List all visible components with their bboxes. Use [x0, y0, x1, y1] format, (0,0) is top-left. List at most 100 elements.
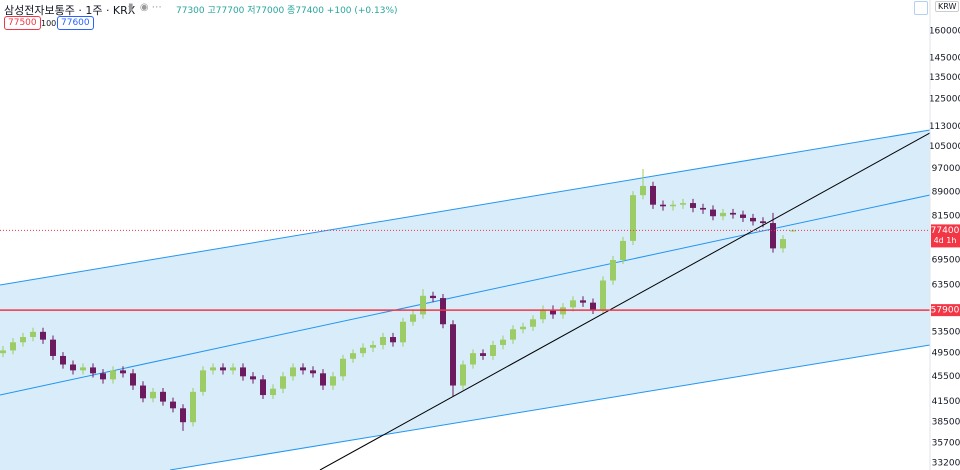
symbol[interactable]: 삼성전자보통주 · 1주 · KRX: [4, 4, 136, 17]
candle-body: [70, 364, 76, 371]
y-tick-label: 33200: [932, 458, 960, 468]
candle-body: [670, 204, 676, 207]
channel-fill: [0, 129, 930, 470]
candle-body: [140, 385, 146, 399]
channel-lower: [169, 344, 931, 470]
settings-button[interactable]: [914, 1, 928, 15]
candle-body: [520, 326, 526, 330]
y-tick-label: 145000: [929, 54, 960, 64]
candle-body: [540, 309, 546, 320]
candle-body: [200, 370, 206, 392]
y-tick-label: 38500: [932, 418, 960, 428]
y-tick-label: 35700: [932, 438, 960, 448]
y-tick-label: 105000: [929, 142, 960, 152]
spread: 100: [41, 19, 57, 28]
candle-body: [440, 298, 446, 325]
candle-body: [330, 376, 336, 386]
candle-body: [750, 217, 756, 222]
last-price-label: 77400: [931, 226, 960, 236]
countdown: 4d 1h: [934, 236, 957, 245]
candle-body: [660, 204, 666, 207]
y-tick-label: 69500: [932, 255, 960, 265]
candle-body: [0, 350, 6, 354]
candle-body: [690, 203, 696, 208]
candle-body: [390, 337, 396, 343]
candle-body: [580, 300, 586, 303]
candle-body: [510, 329, 516, 340]
candle-body: [290, 367, 296, 377]
candle-body: [300, 367, 306, 371]
y-tick-label: 49500: [932, 349, 960, 359]
candle-body: [130, 373, 136, 386]
candle-body: [260, 379, 266, 396]
candle-body: [530, 319, 536, 327]
candle-body: [60, 355, 66, 365]
candle-body: [80, 367, 86, 371]
y-tick-label: 41500: [932, 397, 960, 407]
candle-body: [600, 280, 606, 310]
toolbar-icons[interactable]: ▮ ◉ ⋯: [128, 2, 162, 13]
candle-body: [720, 212, 726, 217]
candle-body: [320, 373, 326, 386]
candle-body: [710, 209, 716, 217]
candle-body: [430, 295, 436, 299]
candle-body: [40, 331, 46, 340]
candle-body: [620, 240, 626, 260]
candle-body: [450, 324, 456, 386]
y-tick-label: 135000: [929, 73, 960, 83]
candle-body: [590, 302, 596, 310]
candle-body: [610, 259, 616, 281]
candle-body: [550, 309, 556, 315]
candle-body: [500, 339, 506, 345]
candle-body: [20, 337, 26, 343]
candle-body: [340, 358, 346, 377]
candle-body: [460, 364, 466, 386]
last-price-bg: [931, 224, 960, 248]
candle-body: [100, 373, 106, 380]
candle-body: [220, 367, 226, 371]
candle-body: [370, 344, 376, 348]
y-tick-label: 53500: [932, 327, 960, 337]
candle-body: [240, 367, 246, 377]
y-tick-label: 113000: [929, 122, 960, 132]
bid[interactable]: 77500: [4, 16, 41, 30]
candle-body: [310, 370, 316, 374]
candle-body: [700, 207, 706, 210]
candle-body: [110, 370, 116, 380]
candle-body: [190, 391, 196, 423]
y-tick-label: 160000: [929, 26, 960, 36]
candle-body: [360, 347, 366, 354]
candle-body: [420, 295, 426, 315]
candle-body: [760, 221, 766, 224]
hline-label: 57900: [931, 306, 960, 316]
candle-body: [410, 314, 416, 322]
ohlc: 77300 고77700 저77000 종77400 +100 (+0.13%): [176, 6, 398, 16]
candle-body: [180, 408, 186, 423]
hline-label-bg: [931, 304, 960, 317]
candle-body: [210, 367, 216, 371]
ask[interactable]: 77600: [57, 16, 94, 30]
trend-line: [319, 132, 931, 470]
candle-body: [120, 370, 126, 374]
candle-body: [90, 367, 96, 374]
candle-body: [270, 388, 276, 396]
candle-body: [50, 339, 56, 356]
candle-body: [230, 367, 236, 371]
candle-body: [480, 353, 486, 356]
y-tick-label: 97000: [932, 164, 960, 174]
channel-upper: [0, 129, 931, 286]
candle-body: [770, 223, 776, 249]
currency[interactable]: KRW: [935, 1, 960, 12]
candle-body: [680, 203, 686, 205]
candle-body: [350, 353, 356, 359]
candle-body: [30, 331, 36, 338]
candle-body: [160, 391, 166, 402]
y-tick-label: 125000: [929, 94, 960, 104]
candle-body: [150, 391, 156, 399]
candle-body: [650, 185, 656, 205]
candle-body: [250, 376, 256, 380]
candle-body: [630, 195, 636, 241]
y-tick-label: 63500: [932, 280, 960, 290]
candle-body: [380, 337, 386, 345]
